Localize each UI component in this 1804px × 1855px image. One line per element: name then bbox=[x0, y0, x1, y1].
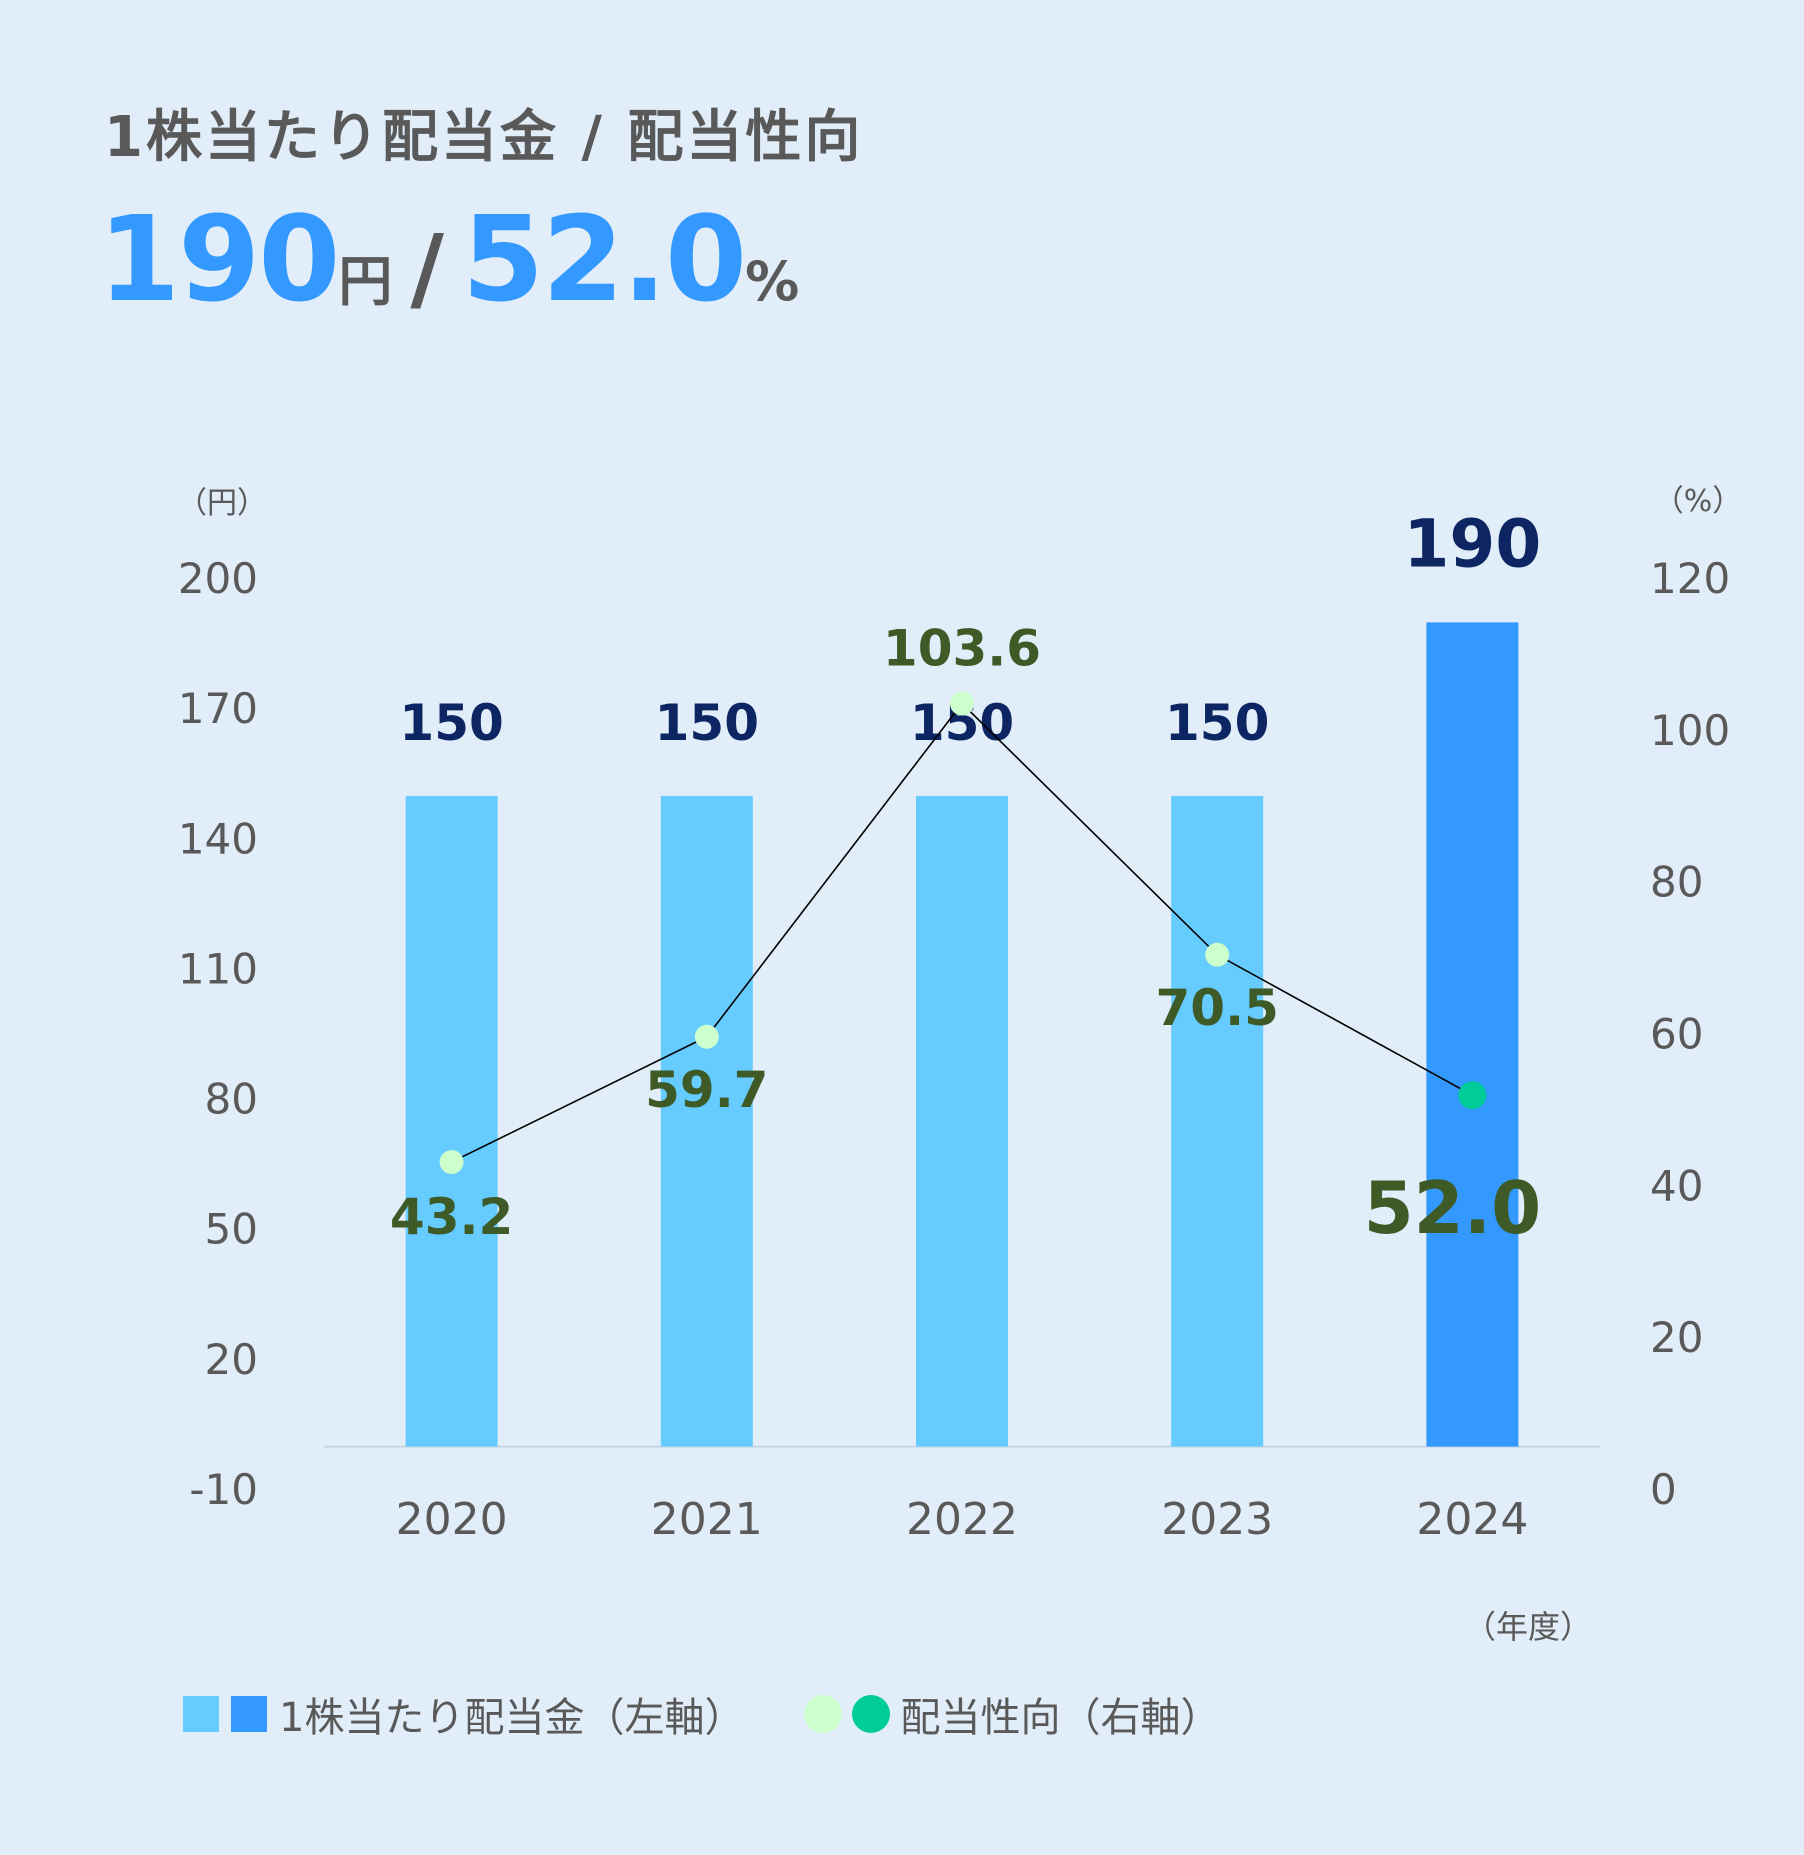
payout-value-label: 103.6 bbox=[883, 620, 1041, 678]
right-axis-tick: 80 bbox=[1650, 858, 1703, 907]
headline-payout-unit: % bbox=[745, 250, 800, 313]
legend-swatch-bar-highlight bbox=[231, 1696, 267, 1732]
chart-title: 1株当たり配当金 / 配当性向 bbox=[104, 105, 864, 170]
headline-figures: 190円 /52.0% bbox=[98, 190, 799, 328]
x-axis-tick: 2023 bbox=[1161, 1494, 1273, 1545]
chart-legend: 1株当たり配当金（左軸） 配当性向（右軸） bbox=[183, 1685, 1220, 1743]
x-axis-tick: 2020 bbox=[396, 1494, 508, 1545]
bar-value-label: 150 bbox=[399, 694, 503, 752]
headline-dividend-value: 190 bbox=[98, 190, 340, 328]
bar-value-label: 190 bbox=[1404, 505, 1542, 582]
legend-swatch-point-highlight bbox=[852, 1695, 891, 1733]
payout-point bbox=[1458, 1081, 1487, 1110]
bar-value-label: 150 bbox=[655, 694, 759, 752]
payout-point bbox=[1205, 942, 1230, 967]
x-axis-tick: 2021 bbox=[651, 1494, 763, 1545]
right-axis-tick: 0 bbox=[1650, 1465, 1677, 1514]
bar bbox=[660, 795, 753, 1447]
bar bbox=[916, 795, 1008, 1447]
x-axis-title: （年度） bbox=[1464, 1608, 1592, 1646]
payout-value-label: 70.5 bbox=[1156, 979, 1279, 1037]
left-axis-tick: 80 bbox=[205, 1075, 258, 1124]
left-axis-tick: 200 bbox=[178, 554, 258, 603]
payout-value-label: 59.7 bbox=[645, 1061, 768, 1119]
legend-swatch-point bbox=[804, 1695, 843, 1733]
legend-swatch-bar bbox=[183, 1696, 219, 1732]
left-axis-tick: 50 bbox=[205, 1205, 258, 1254]
right-axis-tick: 100 bbox=[1650, 706, 1730, 755]
right-axis-tick: 120 bbox=[1650, 554, 1730, 603]
payout-point bbox=[950, 691, 974, 716]
bar bbox=[1171, 795, 1264, 1447]
x-axis-tick: 2022 bbox=[906, 1494, 1018, 1545]
payout-point bbox=[694, 1024, 719, 1049]
payout-point bbox=[439, 1150, 464, 1175]
right-axis-unit: （%） bbox=[1654, 484, 1743, 519]
bar bbox=[405, 795, 498, 1447]
left-axis-unit: （円） bbox=[177, 486, 267, 521]
right-axis-tick: 20 bbox=[1650, 1313, 1703, 1362]
bar bbox=[1426, 622, 1519, 1447]
payout-value-label: 43.2 bbox=[390, 1188, 513, 1246]
headline-dividend-unit: 円 bbox=[338, 250, 393, 313]
legend-label-payout: 配当性向（右軸） bbox=[900, 1695, 1221, 1741]
headline-separator: / bbox=[410, 215, 444, 322]
bar-value-label: 150 bbox=[1165, 694, 1269, 752]
left-axis-tick: 110 bbox=[178, 944, 258, 993]
legend-label-dividend: 1株当たり配当金（左軸） bbox=[279, 1695, 745, 1741]
left-axis-tick: -10 bbox=[189, 1465, 258, 1514]
left-axis-tick: 140 bbox=[178, 814, 258, 863]
right-axis-tick: 60 bbox=[1650, 1010, 1703, 1059]
left-axis-tick: 170 bbox=[178, 684, 258, 733]
right-axis-tick: 40 bbox=[1650, 1161, 1703, 1210]
payout-value-label: 52.0 bbox=[1364, 1166, 1542, 1250]
x-axis-tick: 2024 bbox=[1416, 1494, 1528, 1545]
headline-payout-value: 52.0 bbox=[461, 190, 747, 328]
left-axis-tick: 20 bbox=[205, 1335, 258, 1384]
